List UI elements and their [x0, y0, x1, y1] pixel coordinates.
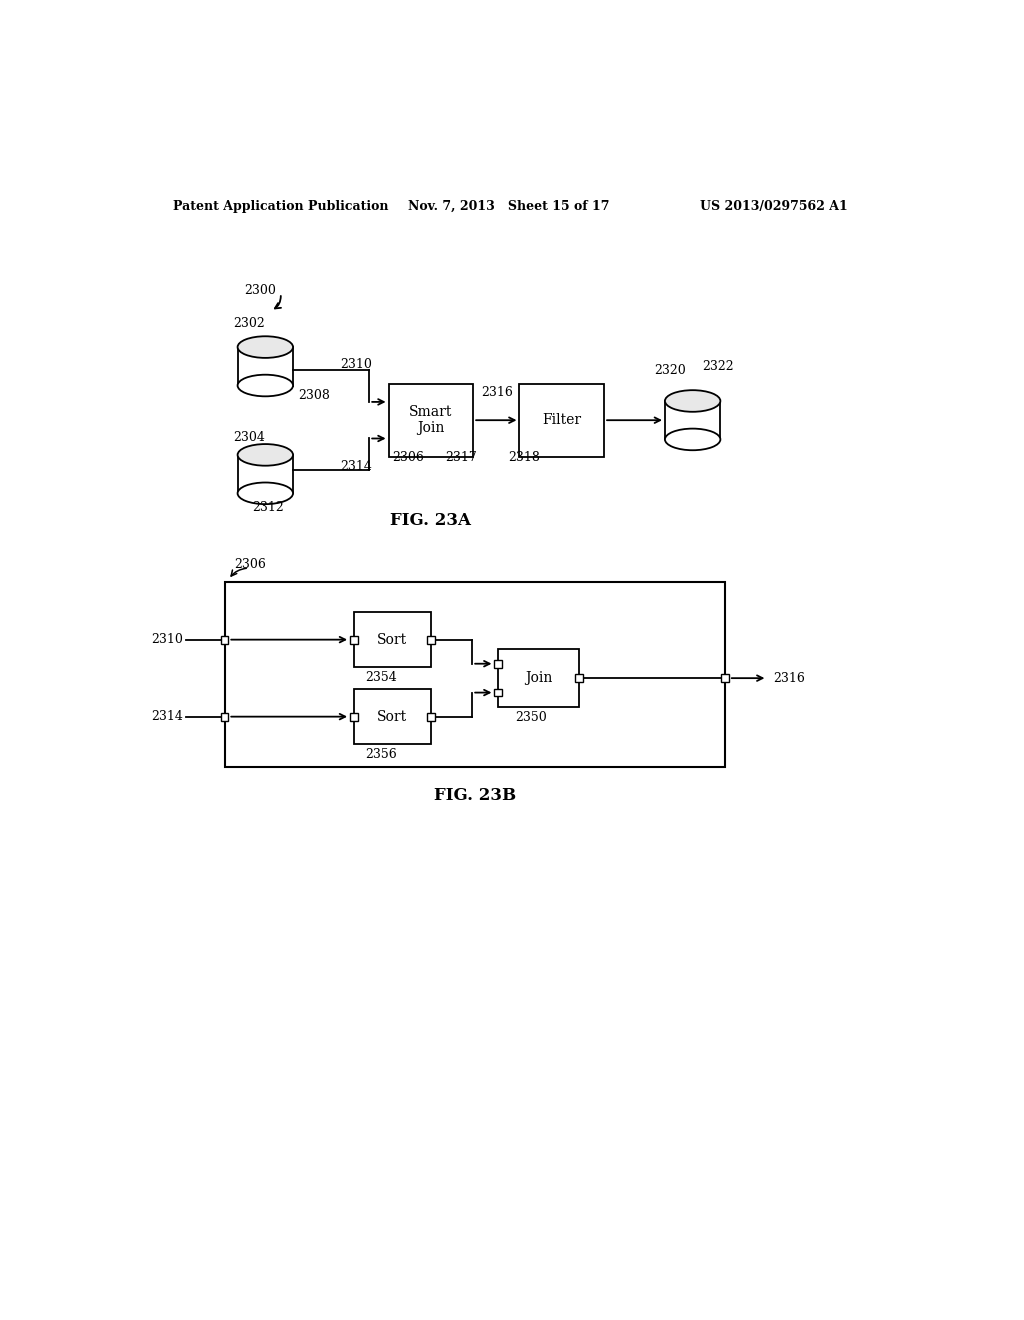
Text: 2316: 2316: [481, 385, 514, 399]
Text: FIG. 23A: FIG. 23A: [390, 512, 471, 529]
Ellipse shape: [665, 429, 720, 450]
Text: Smart
Join: Smart Join: [410, 405, 453, 436]
Ellipse shape: [665, 391, 720, 412]
Text: 2314: 2314: [152, 710, 183, 723]
Ellipse shape: [238, 337, 293, 358]
Bar: [238, 455, 293, 494]
Bar: [350, 636, 357, 644]
Text: 2310: 2310: [340, 358, 372, 371]
Bar: [427, 713, 435, 721]
Text: Join: Join: [525, 671, 552, 685]
Bar: [224, 582, 725, 767]
Text: 2308: 2308: [298, 389, 331, 403]
Bar: [721, 675, 729, 682]
Text: 2354: 2354: [366, 671, 397, 684]
Text: 2320: 2320: [654, 363, 686, 376]
Text: Patent Application Publication: Patent Application Publication: [173, 199, 388, 213]
Text: FIG. 23B: FIG. 23B: [434, 788, 516, 804]
Bar: [220, 636, 228, 644]
Ellipse shape: [238, 483, 293, 504]
Text: 2356: 2356: [366, 748, 397, 762]
Text: 2314: 2314: [340, 459, 372, 473]
Text: 2304: 2304: [233, 430, 265, 444]
Text: 2317: 2317: [444, 450, 476, 463]
Text: 2302: 2302: [233, 317, 265, 330]
Bar: [495, 660, 502, 668]
Text: 2310: 2310: [152, 634, 183, 647]
Text: Sort: Sort: [377, 632, 408, 647]
Bar: [427, 636, 435, 644]
Bar: [220, 713, 228, 721]
Text: 2350: 2350: [515, 711, 547, 723]
Bar: [665, 401, 720, 440]
Text: Sort: Sort: [377, 710, 408, 723]
Ellipse shape: [238, 375, 293, 396]
Text: 2306: 2306: [233, 558, 265, 572]
Ellipse shape: [238, 444, 293, 466]
Text: Nov. 7, 2013   Sheet 15 of 17: Nov. 7, 2013 Sheet 15 of 17: [408, 199, 609, 213]
Bar: [388, 384, 473, 457]
Bar: [519, 384, 604, 457]
Text: US 2013/0297562 A1: US 2013/0297562 A1: [700, 199, 848, 213]
Bar: [495, 689, 502, 697]
Bar: [354, 689, 431, 744]
Bar: [354, 612, 431, 668]
Text: 2300: 2300: [245, 284, 276, 297]
Bar: [499, 649, 580, 708]
Text: 2306: 2306: [392, 450, 424, 463]
Bar: [238, 347, 293, 385]
Bar: [350, 713, 357, 721]
Text: 2316: 2316: [773, 672, 805, 685]
Text: 2318: 2318: [508, 450, 540, 463]
Text: 2312: 2312: [252, 502, 284, 515]
Text: 2322: 2322: [701, 360, 733, 372]
Bar: [575, 675, 583, 682]
Text: Filter: Filter: [542, 413, 582, 428]
